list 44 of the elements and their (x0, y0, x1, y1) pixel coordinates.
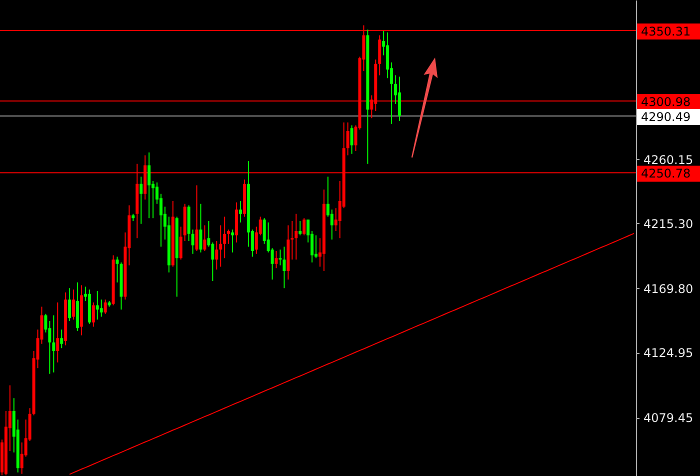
candlestick (60, 329, 64, 349)
candlestick (195, 184, 198, 252)
y-tick-label: 4215.30 (644, 216, 694, 231)
candlestick (346, 122, 350, 156)
ref-line-label: 4300.98 (641, 95, 691, 110)
candlestick (282, 246, 286, 289)
ref-line-label: 4250.78 (641, 166, 691, 181)
candlestick (20, 442, 24, 474)
candlestick (227, 229, 230, 244)
line-series (69, 232, 635, 475)
candlestick (56, 302, 60, 363)
candlestick (219, 224, 222, 268)
candlestick (290, 220, 294, 260)
y-tick-label: 4169.80 (644, 282, 694, 296)
candlestick (215, 240, 218, 270)
ref-line-label: 4350.31 (641, 24, 691, 39)
ref-line-label: 4290.49 (641, 110, 691, 124)
candlestick (140, 176, 143, 224)
y-tick-label: 4079.45 (644, 411, 694, 425)
candlestick (302, 218, 306, 236)
y-tick-label: 4124.95 (644, 346, 694, 360)
candlestick (104, 299, 107, 314)
candlestick (231, 229, 234, 253)
candlestick (179, 226, 182, 260)
candlestick (199, 203, 202, 253)
candlestick (238, 200, 242, 223)
candlestick (398, 76, 401, 122)
candlestick (350, 124, 354, 154)
candlestick (274, 250, 278, 269)
y-tick-label: 4260.15 (644, 152, 694, 167)
candlestick (211, 242, 214, 282)
candlestick (278, 249, 282, 266)
candlestick (52, 314, 56, 373)
candlestick (191, 229, 194, 254)
candlestick (100, 299, 103, 318)
candlestick (96, 290, 99, 320)
candlestick (72, 289, 76, 320)
candlestick (298, 220, 302, 236)
candlestick (203, 224, 206, 252)
candlestick (68, 288, 72, 322)
candlestick (92, 302, 95, 328)
candlestick (223, 216, 226, 259)
candlestick (148, 152, 151, 219)
candlestick (294, 213, 298, 260)
